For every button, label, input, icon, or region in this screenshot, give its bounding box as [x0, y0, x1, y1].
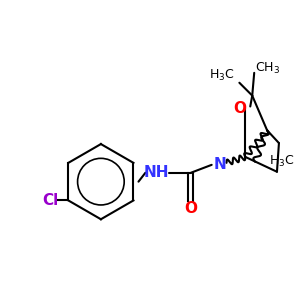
Text: H$_3$C: H$_3$C: [269, 154, 295, 170]
Text: NH: NH: [143, 165, 169, 180]
Text: O: O: [184, 201, 197, 216]
Text: Cl: Cl: [42, 193, 59, 208]
Text: CH$_3$: CH$_3$: [254, 61, 280, 76]
Text: N: N: [213, 157, 226, 172]
Text: O: O: [233, 101, 246, 116]
Text: H$_3$C: H$_3$C: [209, 68, 234, 83]
